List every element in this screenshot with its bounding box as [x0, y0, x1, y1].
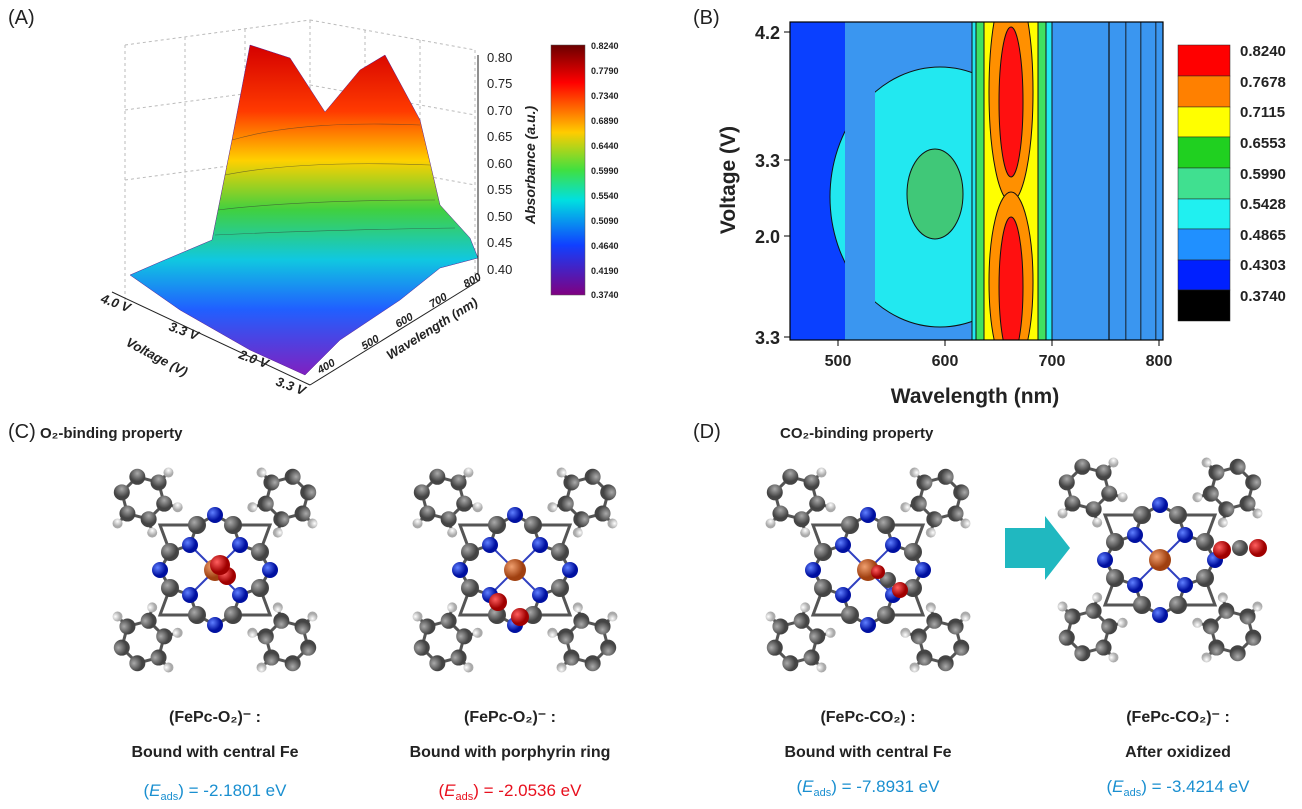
arrow	[1005, 516, 1070, 580]
description: Bound with central Fe	[784, 744, 951, 761]
energy: (Eads) = -7.8931 eV	[797, 777, 941, 799]
z-tick-label: 0.65	[487, 129, 512, 144]
colorbar-label: 0.4190	[591, 266, 619, 276]
z-title: Absorbance (a.u.)	[522, 106, 538, 226]
colorbar-label: 0.4640	[591, 241, 619, 251]
z-tick-label: 0.40	[487, 262, 512, 277]
y-tick-label: 4.2	[755, 23, 780, 43]
z-tick-label: 0.80	[487, 50, 512, 65]
wavelength-tick-label: 600	[394, 311, 417, 331]
text-part: E	[802, 777, 814, 796]
text-part: ) = -2.1801 eV	[178, 781, 287, 800]
text-part: ads	[814, 787, 832, 799]
voltage-tick-label: 3.3 V	[167, 319, 202, 344]
molecule	[1040, 440, 1280, 680]
panel-title: CO₂-binding property	[780, 425, 934, 442]
z-tick-label: 0.75	[487, 76, 512, 91]
colorbar-label: 0.6440	[591, 141, 619, 151]
z-tick-label: 0.70	[487, 103, 512, 118]
panel-d: (D) CO₂-binding property (FePc-CO₂) : Bo…	[693, 421, 1280, 799]
wavelength-tick-label: 700	[428, 291, 451, 311]
wavelength-tick-label: 500	[360, 333, 383, 353]
colorbar-label: 0.5990	[591, 166, 619, 176]
x-tick-label: 600	[932, 353, 959, 370]
energy: (Eads) = -2.0536 eV	[439, 781, 583, 803]
y-tick-label: 2.0	[755, 227, 780, 247]
text-part: E	[1112, 777, 1124, 796]
text-part: E	[444, 781, 456, 800]
panel-c: (C) O₂-binding property (FePc-O₂)⁻ : Bou…	[8, 421, 635, 803]
text-part: ads	[1124, 787, 1142, 799]
colorbar-label: 0.3740	[591, 290, 619, 300]
colorbar-label: 0.6890	[591, 116, 619, 126]
colorbar	[551, 45, 585, 295]
formula: (FePc-CO₂)⁻ :	[1126, 709, 1230, 726]
y-title: Voltage (V)	[717, 126, 740, 234]
colorbar-label: 0.7340	[591, 91, 619, 101]
figure: (A) 0.80 0.75 0.70 0.65 0.60 0.55 0.50 0…	[0, 0, 1302, 804]
y-tick-label: 3.3	[755, 151, 780, 171]
panel-label: (C)	[8, 421, 36, 443]
wavelength-tick-label: 800	[462, 271, 485, 291]
colorbar-label: 0.5990	[1240, 166, 1286, 183]
text-part: E	[149, 781, 161, 800]
panel-b: (B) 4.2 3.3 2.0 3.3 500 600 700 800 Volt…	[693, 0, 1286, 408]
text-part: ads	[161, 791, 179, 803]
x-tick-label: 700	[1039, 353, 1066, 370]
colorbar-label: 0.5090	[591, 216, 619, 226]
molecule	[748, 450, 988, 690]
text-part: ads	[456, 791, 474, 803]
panel-a: (A) 0.80 0.75 0.70 0.65 0.60 0.55 0.50 0…	[8, 7, 619, 399]
formula: (FePc-CO₂) :	[820, 709, 915, 726]
voltage-tick-label: 3.3 V	[274, 374, 309, 399]
text-part: ) = -7.8931 eV	[831, 777, 940, 796]
colorbar-label: 0.8240	[1240, 43, 1286, 60]
panel-label: (D)	[693, 421, 721, 443]
colorbar-label: 0.4865	[1240, 227, 1286, 244]
energy: (Eads) = -2.1801 eV	[144, 781, 288, 803]
contour-map	[790, 0, 1163, 372]
text-part: ) = -3.4214 eV	[1141, 777, 1250, 796]
colorbar-label: 0.7115	[1240, 104, 1285, 121]
description: Bound with porphyrin ring	[410, 744, 611, 761]
colorbar-label: 0.8240	[591, 41, 619, 51]
molecule	[395, 450, 635, 690]
z-tick-label: 0.45	[487, 235, 512, 250]
formula: (FePc-O₂)⁻ :	[169, 709, 261, 726]
colorbar-label: 0.5540	[591, 191, 619, 201]
z-tick-label: 0.50	[487, 209, 512, 224]
energy: (Eads) = -3.4214 eV	[1107, 777, 1251, 799]
panel-label: (B)	[693, 7, 720, 29]
colorbar-label: 0.4303	[1240, 257, 1286, 274]
voltage-tick-label: 4.0 V	[98, 290, 134, 315]
formula: (FePc-O₂)⁻ :	[464, 709, 556, 726]
x-tick-label: 500	[825, 353, 852, 370]
z-tick-label: 0.55	[487, 182, 512, 197]
colorbar-label: 0.7790	[591, 66, 619, 76]
z-tick-label: 0.60	[487, 156, 512, 171]
x-tick-label: 800	[1146, 353, 1173, 370]
panel-label: (A)	[8, 7, 35, 29]
description: After oxidized	[1125, 744, 1231, 761]
colorbar-label: 0.3740	[1240, 288, 1286, 305]
panel-title: O₂-binding property	[40, 425, 183, 442]
colorbar-label: 0.7678	[1240, 74, 1286, 91]
y-tick-label: 3.3	[755, 328, 780, 348]
colorbar-label: 0.6553	[1240, 135, 1286, 152]
x-title: Wavelength (nm)	[891, 385, 1059, 408]
description: Bound with central Fe	[131, 744, 298, 761]
text-part: ) = -2.0536 eV	[473, 781, 582, 800]
colorbar-label: 0.5428	[1240, 196, 1286, 213]
voltage-title: Voltage (V)	[124, 334, 191, 379]
